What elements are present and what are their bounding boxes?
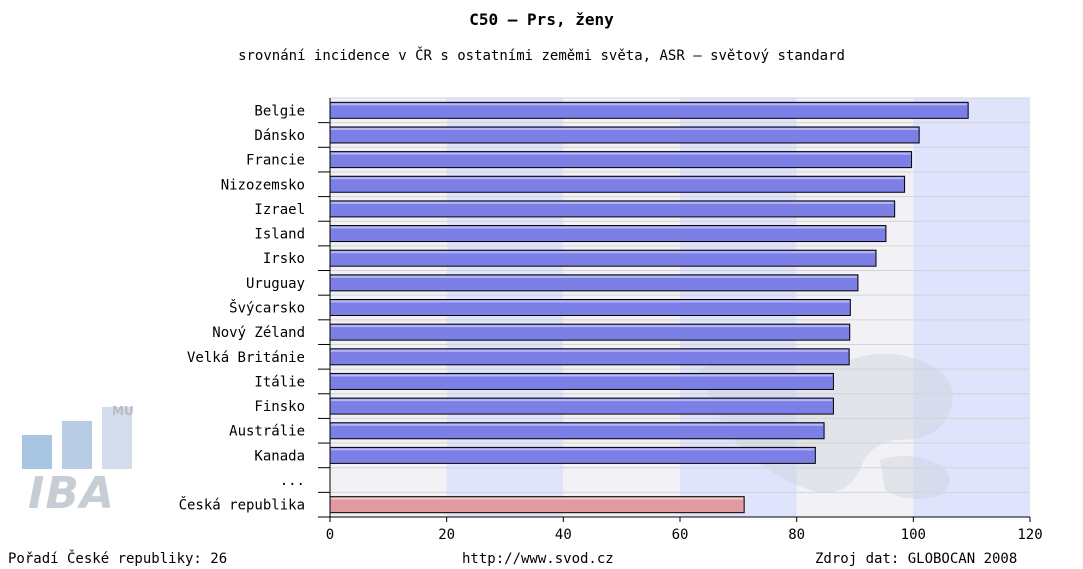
category-label-14: Kanada (254, 448, 305, 464)
category-label-1: Dánsko (254, 128, 305, 144)
x-tick-label-5: 100 (901, 527, 926, 543)
category-label-6: Irsko (263, 251, 305, 267)
logo-text: IBA (28, 468, 115, 519)
category-label-2: Francie (246, 153, 305, 169)
category-label-13: Austrálie (229, 424, 305, 440)
category-label-15: ... (280, 473, 305, 489)
category-label-8: Švýcarsko (229, 299, 305, 317)
category-label-0: Belgie (254, 103, 305, 119)
iba-logo (22, 403, 137, 473)
category-label-12: Finsko (254, 399, 305, 415)
x-tick-label-4: 80 (788, 527, 805, 543)
category-label-10: Velká Británie (187, 350, 305, 366)
x-tick-label-6: 120 (1017, 527, 1042, 543)
category-label-3: Nizozemsko (221, 177, 305, 193)
x-tick-label-2: 40 (555, 527, 572, 543)
plot-band (913, 98, 1030, 517)
x-tick-label-1: 20 (438, 527, 455, 543)
category-label-7: Uruguay (246, 276, 305, 292)
category-label-16: Česká republika (179, 496, 305, 514)
category-label-9: Nový Zéland (212, 325, 305, 341)
x-tick-label-0: 0 (326, 527, 334, 543)
chart-subtitle: srovnání incidence v ČR s ostatními země… (238, 48, 845, 64)
footer-rank: Pořadí České republiky: 26 (8, 551, 228, 567)
logo-badge: MU (112, 404, 134, 418)
footer-source: Zdroj dat: GLOBOCAN 2008 (815, 551, 1018, 567)
footer-url[interactable]: http://www.svod.cz (462, 551, 614, 567)
chart-title: C50 – Prs, ženy (469, 10, 614, 29)
category-label-11: Itálie (254, 374, 305, 390)
x-tick-label-3: 60 (672, 527, 689, 543)
category-label-5: Island (254, 227, 305, 243)
category-label-4: Izrael (254, 202, 305, 218)
